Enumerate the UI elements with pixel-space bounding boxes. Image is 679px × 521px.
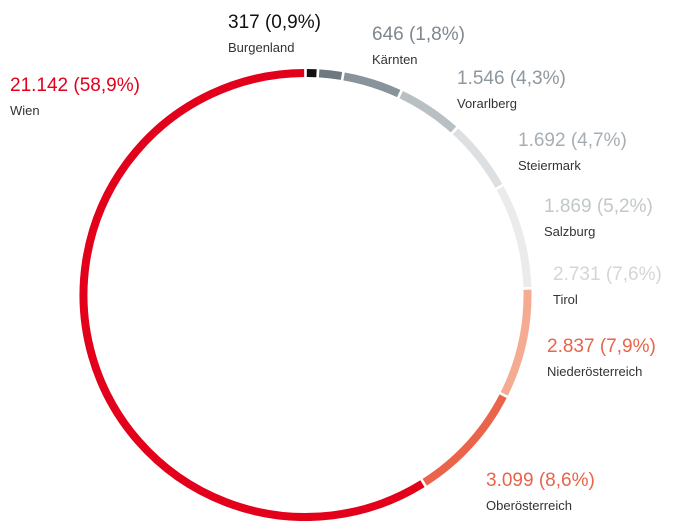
donut-segment (79, 69, 425, 521)
category-label: Tirol (553, 292, 578, 307)
donut-segment (422, 394, 507, 486)
value-label: 317 (0,9%) (228, 12, 321, 33)
category-label: Niederösterreich (547, 364, 642, 379)
value-label: 2.731 (7,6%) (553, 264, 662, 285)
category-label: Steiermark (518, 158, 581, 173)
donut-segment (399, 91, 457, 133)
value-label: 2.837 (7,9%) (547, 336, 656, 357)
category-label: Wien (10, 103, 40, 118)
category-label: Burgenland (228, 40, 295, 55)
donut-segment (343, 72, 401, 98)
donut-segment (500, 289, 532, 396)
value-label: 21.142 (58,9%) (10, 75, 140, 96)
donut-segment (318, 69, 343, 80)
value-label: 1.546 (4,3%) (457, 68, 566, 89)
category-label: Vorarlberg (457, 96, 517, 111)
value-label: 1.869 (5,2%) (544, 196, 653, 217)
donut-segment (496, 186, 532, 288)
value-label: 3.099 (8,6%) (486, 470, 595, 491)
category-label: Oberösterreich (486, 498, 572, 513)
donut-segment (452, 128, 503, 188)
value-label: 646 (1,8%) (372, 24, 465, 45)
category-label: Kärnten (372, 52, 418, 67)
value-label: 1.692 (4,7%) (518, 130, 627, 151)
category-label: Salzburg (544, 224, 595, 239)
